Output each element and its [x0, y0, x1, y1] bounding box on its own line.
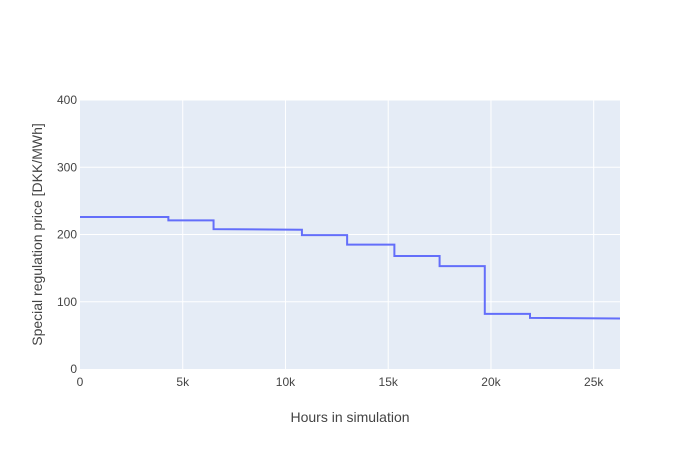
y-tick-label: 0 — [70, 362, 77, 376]
y-tick-label: 300 — [57, 160, 77, 174]
x-tick-label: 10k — [276, 375, 296, 389]
y-tick-labels: 0 100 200 300 400 — [57, 93, 77, 376]
x-tick-label: 20k — [481, 375, 501, 389]
series-layer — [80, 216, 621, 320]
x-tick-labels: 0 5k 10k 15k 20k 25k — [77, 375, 605, 389]
series-line — [80, 216, 621, 320]
x-tick-label: 15k — [379, 375, 399, 389]
y-gridlines — [80, 99, 620, 303]
y-tick-label: 200 — [57, 228, 77, 242]
x-tick-label: 5k — [176, 375, 190, 389]
y-tick-label: 100 — [57, 295, 77, 309]
y-axis-title: Special regulation price [DKK/MWh] — [29, 123, 45, 346]
x-tick-label: 25k — [584, 375, 604, 389]
x-axis-title: Hours in simulation — [290, 409, 409, 425]
y-tick-label: 400 — [57, 93, 77, 107]
x-tick-label: 0 — [77, 375, 84, 389]
